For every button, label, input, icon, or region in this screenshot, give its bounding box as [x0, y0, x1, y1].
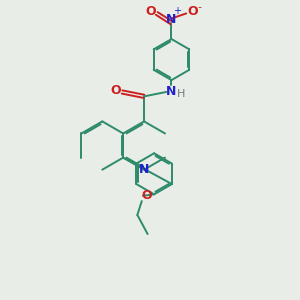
- Text: N: N: [139, 163, 149, 176]
- Text: N: N: [166, 13, 177, 26]
- Text: O: O: [110, 84, 121, 97]
- Text: H: H: [177, 89, 186, 99]
- Text: +: +: [173, 5, 181, 16]
- Text: O: O: [141, 189, 152, 202]
- Text: O: O: [145, 5, 156, 19]
- Text: -: -: [197, 2, 201, 12]
- Text: N: N: [166, 85, 177, 98]
- Text: O: O: [188, 5, 198, 19]
